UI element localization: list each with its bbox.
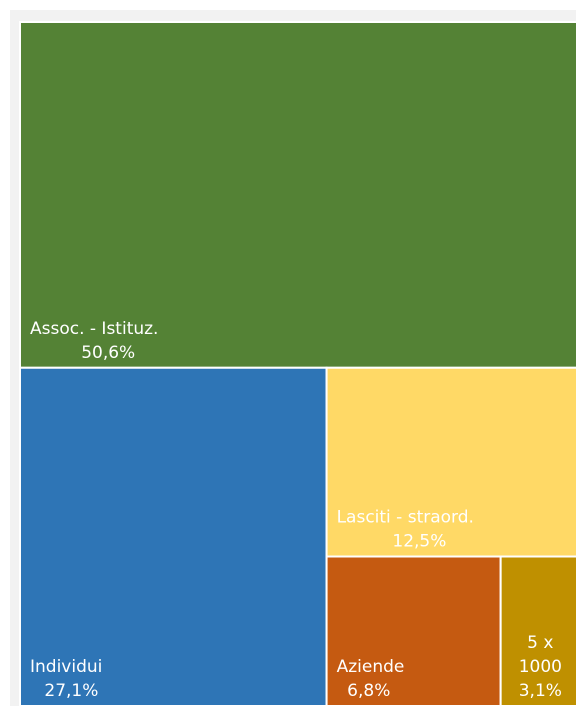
value-label-aziende: 6,8% bbox=[347, 681, 390, 701]
tile-5-x-1000 bbox=[499, 555, 576, 706]
tile-individui bbox=[19, 366, 328, 706]
value-label-5-x-1000: 3,1% bbox=[519, 681, 562, 701]
category-label-lasciti-straord: Lasciti - straord. bbox=[337, 508, 474, 528]
value-label-individui: 27,1% bbox=[44, 681, 98, 701]
tile-aziende bbox=[325, 555, 502, 706]
tile-lasciti-straord bbox=[325, 366, 576, 558]
treemap-chart: Assoc. - Istituz. 50,6% Individui 27,1% Lasc… bbox=[19, 21, 576, 706]
category-label-individui: Individui bbox=[30, 657, 102, 677]
value-label-lasciti-straord: 12,5% bbox=[392, 532, 446, 552]
tile-assoc-istituz bbox=[19, 21, 576, 369]
value-label-assoc-istituz: 50,6% bbox=[81, 343, 135, 363]
category-label-5-x-1000: 5 x bbox=[527, 633, 553, 653]
category-label-aziende: Aziende bbox=[337, 657, 405, 677]
category-label-assoc-istituz: Assoc. - Istituz. bbox=[30, 319, 158, 339]
category-label-5-x-1000: 1000 bbox=[519, 657, 562, 677]
chart-area: Assoc. - Istituz. 50,6% Individui 27,1% Lasc… bbox=[10, 10, 576, 706]
